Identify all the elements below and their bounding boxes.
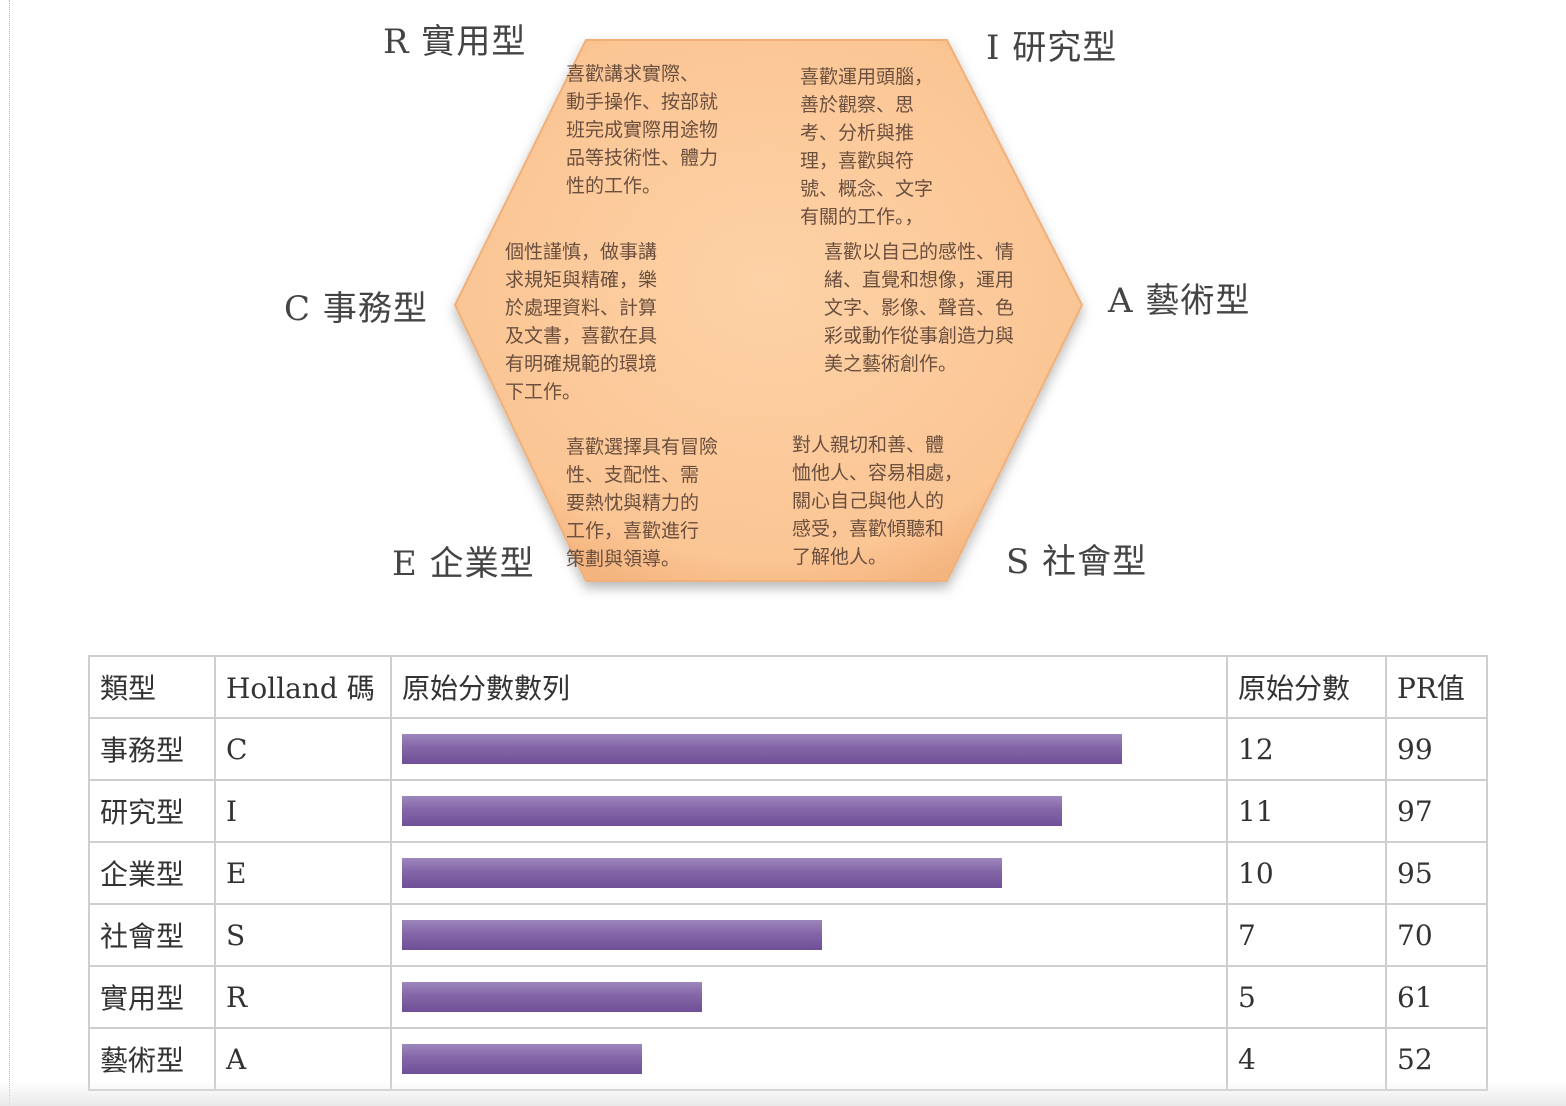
header-pr: PR值	[1385, 655, 1488, 719]
hexagon-svg	[453, 39, 1084, 582]
cell-raw-score: 7	[1226, 903, 1387, 967]
cell-raw-score: 12	[1226, 717, 1387, 781]
type-label-s: S 社會型	[1006, 542, 1148, 582]
cell-type: 藝術型	[88, 1027, 216, 1091]
cell-type: 企業型	[88, 841, 216, 905]
cell-holland-code: R	[214, 965, 392, 1029]
cell-score-bar	[390, 1027, 1228, 1091]
cell-holland-code: C	[214, 717, 392, 781]
cell-type: 研究型	[88, 779, 216, 843]
type-label-e: E 企業型	[392, 544, 535, 584]
type-label-c: C 事務型	[284, 289, 428, 329]
table-row: 事務型 C 12 99	[88, 717, 1488, 781]
holland-results-table: 類型 Holland 碼 原始分數數列 原始分數 PR值 事務型 C 12 99 研究型…	[88, 655, 1488, 1091]
table-row: 研究型 I 11 97	[88, 779, 1488, 843]
type-description-a: 喜歡以自己的感性、情 緒、直覺和想像，運用 文字、影像、聲音、色 彩或動作從事創…	[824, 241, 1015, 375]
cell-type: 社會型	[88, 903, 216, 967]
type-label-i: I 研究型	[986, 28, 1118, 68]
score-bar	[402, 920, 822, 950]
cell-raw-score: 10	[1226, 841, 1387, 905]
cell-pr: 70	[1385, 903, 1488, 967]
cell-score-bar	[390, 717, 1228, 781]
cell-holland-code: A	[214, 1027, 392, 1091]
hexagon-shape	[453, 39, 1084, 582]
cell-pr: 97	[1385, 779, 1488, 843]
cell-type: 事務型	[88, 717, 216, 781]
type-description-c: 個性謹慎，做事講 求規矩與精確，樂 於處理資料、計算 及文書，喜歡在具 有明確規…	[505, 241, 658, 403]
type-description-i: 喜歡運用頭腦， 善於觀察、思 考、分析與推 理，喜歡與符 號、概念、文字 有關的…	[800, 66, 934, 228]
cell-raw-score: 5	[1226, 965, 1387, 1029]
cell-pr: 61	[1385, 965, 1488, 1029]
score-bar	[402, 858, 1002, 888]
cell-pr: 95	[1385, 841, 1488, 905]
cell-holland-code: I	[214, 779, 392, 843]
cell-type: 實用型	[88, 965, 216, 1029]
cell-holland-code: E	[214, 841, 392, 905]
cell-score-bar	[390, 903, 1228, 967]
table-row: 企業型 E 10 95	[88, 841, 1488, 905]
score-bar	[402, 734, 1122, 764]
table-header-row: 類型 Holland 碼 原始分數數列 原始分數 PR值	[88, 655, 1488, 719]
cell-score-bar	[390, 965, 1228, 1029]
cell-pr: 52	[1385, 1027, 1488, 1091]
cell-raw-score: 11	[1226, 779, 1387, 843]
score-bar	[402, 982, 702, 1012]
type-description-r: 喜歡講求實際、 動手操作、按部就 班完成實際用途物 品等技術性、體力 性的工作。	[566, 63, 719, 197]
table-row: 社會型 S 7 70	[88, 903, 1488, 967]
header-type: 類型	[88, 655, 216, 719]
header-holland-code: Holland 碼	[214, 655, 392, 719]
page-left-border	[9, 0, 10, 1106]
type-label-a: A 藝術型	[1108, 281, 1251, 321]
header-raw-score: 原始分數	[1226, 655, 1387, 719]
cell-score-bar	[390, 841, 1228, 905]
score-bar	[402, 1044, 642, 1074]
score-bar	[402, 796, 1062, 826]
table-row: 實用型 R 5 61	[88, 965, 1488, 1029]
cell-raw-score: 4	[1226, 1027, 1387, 1091]
holland-hexagon-diagram: R 實用型 I 研究型 A 藝術型 S 社會型 E 企業型 C 事務型 喜歡講求…	[284, 22, 1251, 584]
table-row: 藝術型 A 4 52	[88, 1027, 1488, 1091]
cell-holland-code: S	[214, 903, 392, 967]
type-description-e: 喜歡選擇具有冒險 性、支配性、需 要熱忱與精力的 工作，喜歡進行 策劃與領導。	[566, 436, 719, 570]
type-label-r: R 實用型	[383, 22, 527, 62]
cell-pr: 99	[1385, 717, 1488, 781]
header-score-bar: 原始分數數列	[390, 655, 1228, 719]
cell-score-bar	[390, 779, 1228, 843]
type-description-s: 對人親切和善、體 恤他人、容易相處， 關心自己與他人的 感受，喜歡傾聽和 了解他…	[792, 434, 964, 568]
